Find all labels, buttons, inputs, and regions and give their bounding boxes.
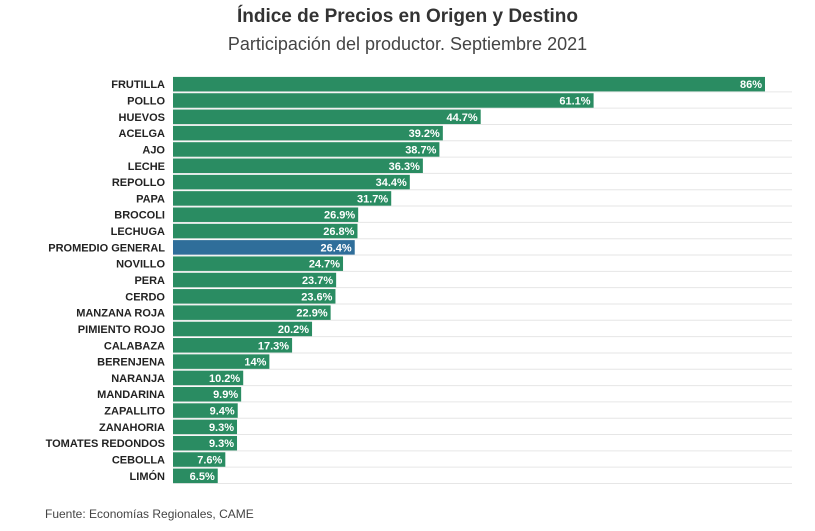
value-label-huevos: 44.7% — [446, 112, 477, 124]
value-label-repollo: 34.4% — [376, 177, 407, 189]
category-label-ajo: AJO — [142, 144, 165, 156]
bar-manzana-roja — [173, 305, 331, 320]
category-label-acelga: ACELGA — [119, 128, 166, 140]
bar-pimiento-rojo — [173, 321, 313, 337]
value-label-naranja: 10.2% — [209, 373, 240, 385]
category-label-pimiento-rojo: PIMIENTO ROJO — [78, 324, 166, 336]
value-label-frutilla: 86% — [740, 79, 762, 91]
category-label-lim-n: LIMÓN — [130, 470, 165, 483]
bar-ajo — [173, 142, 440, 157]
value-label-leche: 36.3% — [389, 161, 420, 173]
bar-cerdo — [173, 289, 336, 304]
bar-tomates-redondos — [173, 435, 238, 451]
category-label-naranja: NARANJA — [111, 373, 165, 385]
bar-pera — [173, 272, 337, 288]
category-label-brocoli: BROCOLI — [114, 210, 165, 222]
bar-papa — [173, 191, 392, 206]
value-label-pimiento-rojo: 20.2% — [278, 324, 309, 336]
category-label-cebolla: CEBOLLA — [112, 455, 165, 467]
source-note: Fuente: Economías Regionales, CAME — [45, 507, 254, 521]
value-label-zanahoria: 9.3% — [209, 422, 234, 434]
category-label-pollo: POLLO — [127, 95, 165, 107]
category-label-novillo: NOVILLO — [116, 259, 165, 271]
bar-naranja — [173, 370, 244, 386]
value-label-tomates-redondos: 9.3% — [209, 438, 234, 450]
bar-lim-n — [173, 468, 218, 484]
category-label-manzana-roja: MANZANA ROJA — [76, 308, 165, 320]
bar-zanahoria — [173, 419, 238, 435]
value-label-lechuga: 26.8% — [323, 226, 354, 238]
category-label-mandarina: MANDARINA — [97, 389, 165, 401]
value-label-zapallito: 9.4% — [210, 406, 235, 418]
category-label-cerdo: CERDO — [125, 291, 165, 303]
category-label-tomates-redondos: TOMATES REDONDOS — [46, 438, 165, 450]
bar-repollo — [173, 174, 410, 190]
category-label-huevos: HUEVOS — [119, 112, 165, 124]
bar-zapallito — [173, 403, 238, 418]
category-label-berenjena: BERENJENA — [97, 357, 165, 369]
category-label-pera: PERA — [134, 275, 165, 287]
value-label-cebolla: 7.6% — [197, 455, 222, 467]
value-label-pollo: 61.1% — [559, 95, 590, 107]
category-label-calabaza: CALABAZA — [104, 340, 165, 352]
category-label-leche: LECHE — [128, 161, 165, 173]
bar-frutilla — [173, 76, 765, 92]
bar-leche — [173, 158, 423, 174]
chart-title: Índice de Precios en Origen y Destino — [236, 6, 579, 27]
category-label-repollo: REPOLLO — [112, 177, 166, 189]
value-label-lim-n: 6.5% — [190, 471, 215, 483]
value-label-papa: 31.7% — [357, 193, 388, 205]
category-label-lechuga: LECHUGA — [111, 226, 165, 238]
bar-cebolla — [173, 452, 226, 467]
bar-acelga — [173, 125, 443, 141]
value-label-acelga: 39.2% — [409, 128, 440, 140]
category-label-papa: PAPA — [136, 193, 165, 205]
bar-brocoli — [173, 207, 359, 222]
value-label-berenjena: 14% — [244, 357, 266, 369]
chart-subtitle: Participación del productor. Septiembre … — [227, 34, 588, 54]
category-label-zapallito: ZAPALLITO — [104, 406, 165, 418]
category-label-frutilla: FRUTILLA — [111, 79, 165, 91]
value-label-novillo: 24.7% — [309, 259, 340, 271]
category-label-promedio-general: PROMEDIO GENERAL — [48, 242, 165, 254]
bar-huevos — [173, 109, 481, 125]
bar-mandarina — [173, 386, 242, 402]
bar-novillo — [173, 256, 344, 271]
value-label-calabaza: 17.3% — [258, 340, 289, 352]
category-label-zanahoria: ZANAHORIA — [99, 422, 165, 434]
bar-pollo — [173, 93, 594, 108]
bar-lechuga — [173, 223, 358, 239]
bar-calabaza — [173, 338, 293, 353]
value-label-ajo: 38.7% — [405, 144, 436, 156]
value-label-manzana-roja: 22.9% — [296, 308, 327, 320]
bar-berenjena — [173, 354, 270, 369]
value-label-brocoli: 26.9% — [324, 210, 355, 222]
value-label-promedio-general: 26.4% — [321, 242, 352, 254]
value-label-mandarina: 9.9% — [213, 389, 238, 401]
value-label-pera: 23.7% — [302, 275, 333, 287]
value-label-cerdo: 23.6% — [301, 291, 332, 303]
bar-promedio-general — [173, 240, 355, 255]
